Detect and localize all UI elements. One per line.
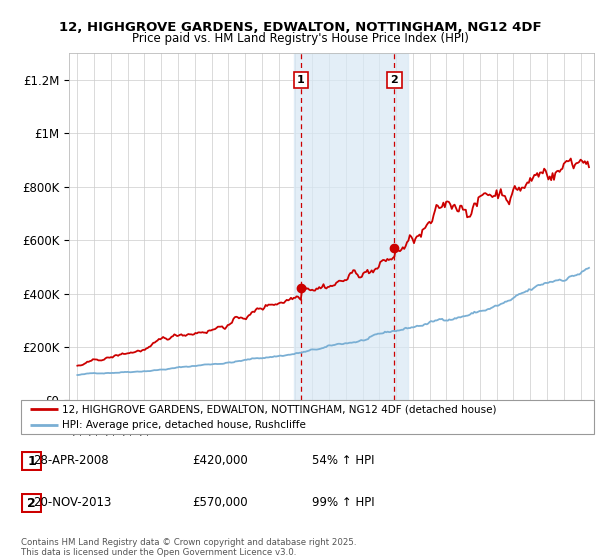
FancyBboxPatch shape — [21, 400, 594, 434]
Text: 20-NOV-2013: 20-NOV-2013 — [33, 496, 112, 510]
FancyBboxPatch shape — [22, 494, 41, 512]
Text: 12, HIGHGROVE GARDENS, EDWALTON, NOTTINGHAM, NG12 4DF (detached house): 12, HIGHGROVE GARDENS, EDWALTON, NOTTING… — [62, 404, 497, 414]
Bar — [294, 53, 408, 400]
Text: 99% ↑ HPI: 99% ↑ HPI — [312, 496, 374, 510]
Text: £420,000: £420,000 — [192, 454, 248, 468]
Text: 1: 1 — [27, 455, 36, 468]
Text: 12, HIGHGROVE GARDENS, EDWALTON, NOTTINGHAM, NG12 4DF: 12, HIGHGROVE GARDENS, EDWALTON, NOTTING… — [59, 21, 541, 34]
Text: 2: 2 — [391, 75, 398, 85]
Text: Price paid vs. HM Land Registry's House Price Index (HPI): Price paid vs. HM Land Registry's House … — [131, 32, 469, 45]
Text: £570,000: £570,000 — [192, 496, 248, 510]
Text: 54% ↑ HPI: 54% ↑ HPI — [312, 454, 374, 468]
Text: Contains HM Land Registry data © Crown copyright and database right 2025.
This d: Contains HM Land Registry data © Crown c… — [21, 538, 356, 557]
FancyBboxPatch shape — [22, 452, 41, 470]
Text: 2: 2 — [27, 497, 36, 510]
Text: 1: 1 — [297, 75, 305, 85]
Text: 28-APR-2008: 28-APR-2008 — [33, 454, 109, 468]
Text: HPI: Average price, detached house, Rushcliffe: HPI: Average price, detached house, Rush… — [62, 420, 306, 430]
